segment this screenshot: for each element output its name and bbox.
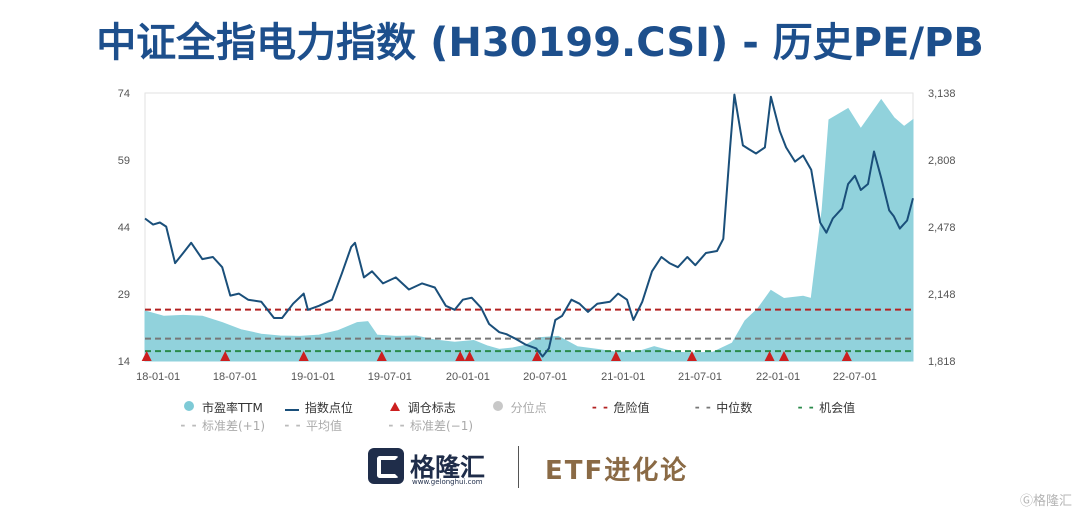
rebalance-marker xyxy=(841,351,852,361)
x-tick-label: 21-07-01 xyxy=(678,371,722,383)
legend-item[interactable]: 分位点 xyxy=(489,399,592,416)
y-right-tick-label: 1,818 xyxy=(928,356,956,368)
rebalance-marker xyxy=(464,351,475,361)
x-tick-label: 20-01-01 xyxy=(446,371,490,383)
x-tick-label: 19-07-01 xyxy=(368,371,412,383)
legend-item[interactable]: - - 标准差(+1) xyxy=(180,417,284,434)
rebalance-marker xyxy=(220,351,231,361)
legend-symbol-icon: - - xyxy=(180,418,198,432)
rebalance-marker xyxy=(764,351,775,361)
rebalance-marker xyxy=(610,351,621,361)
legend: 市盈率TTM 指数点位 调仓标志 分位点 - - 危险值 - - 中位数 - - 机会值 - - 标… xyxy=(180,398,900,434)
legend-label: 危险值 xyxy=(613,400,650,415)
legend-label: 市盈率TTM xyxy=(202,400,263,415)
legend-label: 标准差(+1) xyxy=(202,418,266,433)
rebalance-marker xyxy=(141,351,152,361)
rebalance-marker xyxy=(376,351,387,361)
rebalance-marker xyxy=(686,351,697,361)
watermark: Ⓖ格隆汇 xyxy=(1019,494,1072,509)
y-left-tick-label: 59 xyxy=(118,155,130,167)
legend-item[interactable]: - - 中位数 xyxy=(694,399,797,416)
logo-url: www.gelonghui.com xyxy=(412,478,483,486)
pe-ttm-area xyxy=(144,98,914,362)
rebalance-marker xyxy=(779,351,790,361)
legend-symbol-icon: - - xyxy=(694,400,712,414)
legend-label: 机会值 xyxy=(819,400,856,415)
x-tick-label: 20-07-01 xyxy=(523,371,567,383)
legend-label: 标准差(−1) xyxy=(410,418,474,433)
legend-row-2: - - 标准差(+1) - - 平均值 - - 标准差(−1) xyxy=(180,416,900,434)
rebalance-marker xyxy=(532,351,543,361)
y-right-tick-label: 2,148 xyxy=(928,289,956,301)
footer-divider xyxy=(518,446,519,488)
y-right-tick-label: 3,138 xyxy=(928,88,956,100)
logo-text: 格隆汇 xyxy=(410,453,486,482)
y-right-tick-label: 2,478 xyxy=(928,222,956,234)
legend-item[interactable]: 市盈率TTM xyxy=(180,399,283,416)
legend-symbol-icon: - - xyxy=(591,400,609,414)
y-right-tick-label: 2,808 xyxy=(928,155,956,167)
legend-row-1: 市盈率TTM 指数点位 调仓标志 分位点 - - 危险值 - - 中位数 - - 机会值 xyxy=(180,398,900,416)
legend-item[interactable]: - - 标准差(−1) xyxy=(388,417,492,434)
footer: 格隆汇 www.gelonghui.com ETF进化论 xyxy=(0,440,1080,500)
chart-title: 中证全指电力指数 (H30199.CSI) - 历史PE/PB xyxy=(96,20,984,66)
x-tick-label: 19-01-01 xyxy=(291,371,335,383)
legend-symbol-icon: - - xyxy=(797,400,815,414)
legend-symbol-icon xyxy=(489,400,507,414)
legend-symbol-icon xyxy=(283,400,301,414)
legend-symbol-icon xyxy=(386,400,404,414)
rebalance-marker xyxy=(298,351,309,361)
legend-item[interactable]: - - 机会值 xyxy=(797,399,900,416)
pe-chart: 14 29 44 59 74 1,818 2,148 2,478 2,808 3,138 18-01… xyxy=(118,88,956,383)
gelonghui-logo-icon xyxy=(368,448,404,484)
legend-symbol-icon xyxy=(180,400,198,414)
legend-label: 中位数 xyxy=(716,400,753,415)
legend-item[interactable]: - - 平均值 xyxy=(284,417,388,434)
legend-label: 指数点位 xyxy=(304,400,353,415)
legend-item[interactable]: 指数点位 xyxy=(283,399,386,416)
index-line xyxy=(144,93,914,358)
legend-symbol-icon: - - xyxy=(388,418,406,432)
etf-brand: ETF进化论 xyxy=(545,456,689,486)
legend-symbol-icon: - - xyxy=(284,418,302,432)
x-tick-label: 18-01-01 xyxy=(136,371,180,383)
y-left-tick-label: 14 xyxy=(118,356,130,368)
legend-item[interactable]: 调仓标志 xyxy=(386,399,489,416)
legend-item[interactable]: - - 危险值 xyxy=(591,399,694,416)
legend-label: 平均值 xyxy=(306,418,343,433)
y-left-tick-label: 29 xyxy=(118,289,130,301)
legend-label: 分位点 xyxy=(510,400,547,415)
x-tick-label: 22-01-01 xyxy=(756,371,800,383)
x-tick-label: 22-07-01 xyxy=(833,371,877,383)
x-tick-label: 18-07-01 xyxy=(213,371,257,383)
y-left-tick-label: 44 xyxy=(118,222,130,234)
x-tick-label: 21-01-01 xyxy=(601,371,645,383)
y-left-tick-label: 74 xyxy=(118,88,130,100)
legend-label: 调仓标志 xyxy=(407,400,456,415)
rebalance-marker xyxy=(455,351,466,361)
